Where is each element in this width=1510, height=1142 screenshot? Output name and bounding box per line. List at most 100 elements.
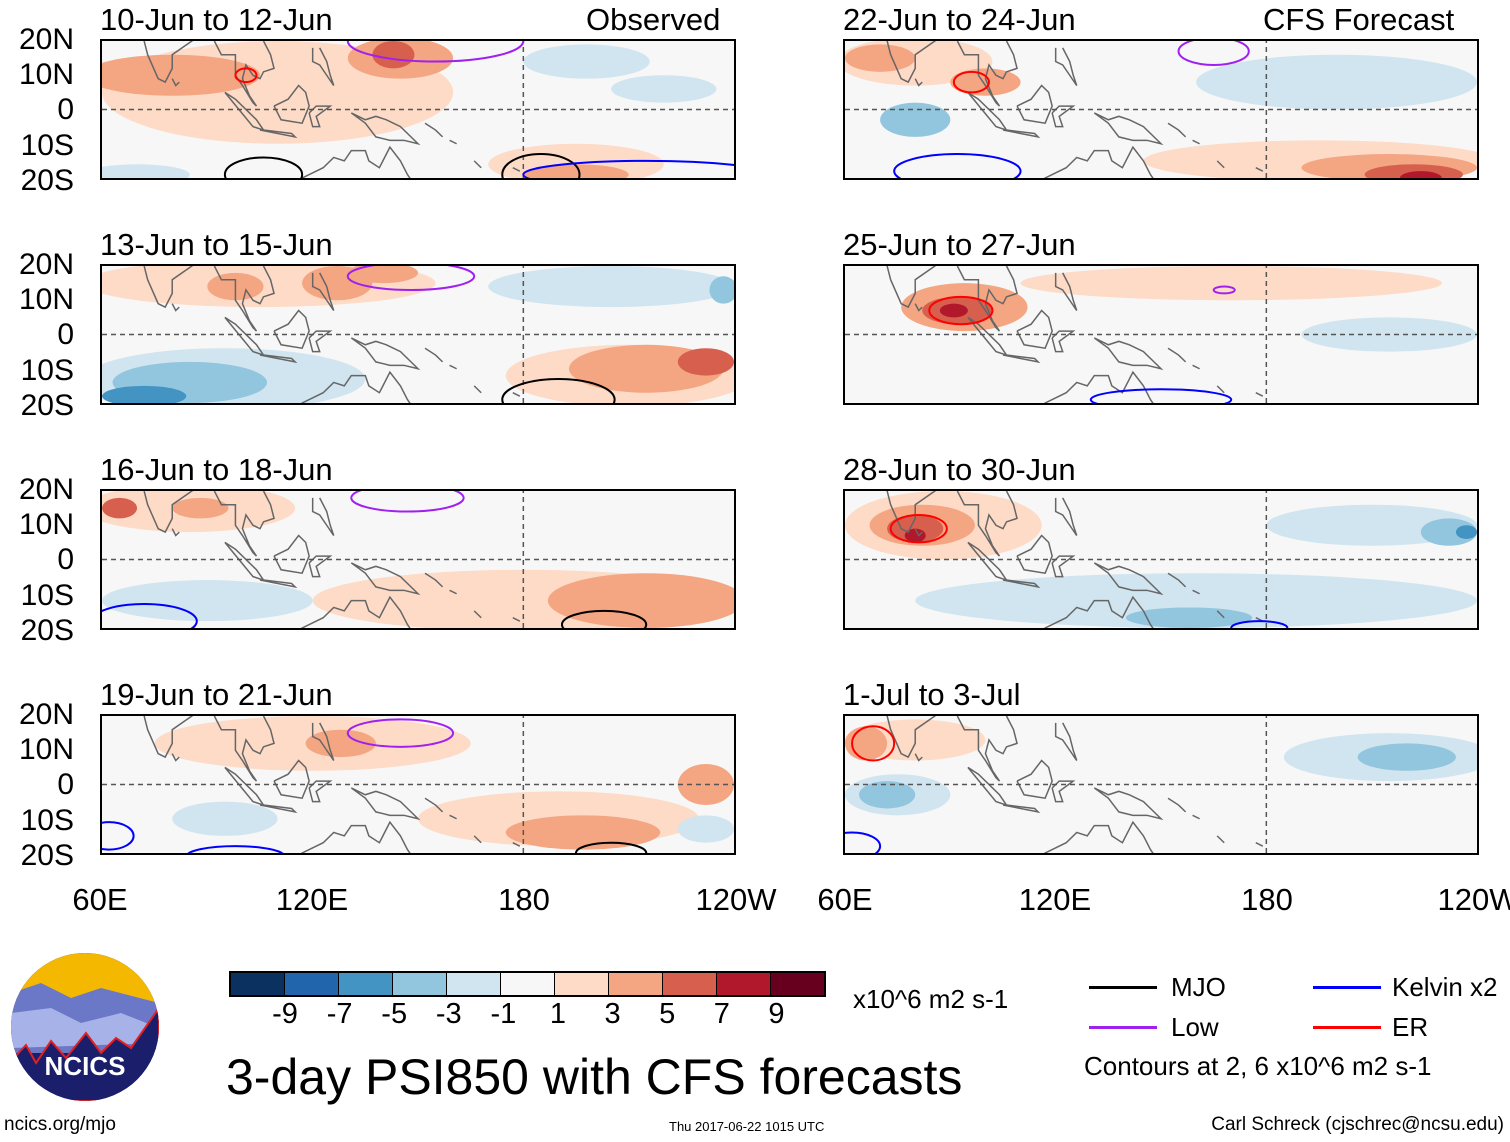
coastline (1056, 498, 1077, 536)
coastline (1052, 331, 1073, 352)
anomaly-region (347, 266, 418, 284)
coastline (474, 386, 481, 393)
contour-er (929, 297, 992, 324)
coastline (144, 716, 197, 757)
observed-label: Observed (586, 2, 721, 37)
map-panel (843, 264, 1479, 405)
coastline (1168, 798, 1186, 812)
coastline (1094, 563, 1161, 594)
coastline (450, 365, 457, 368)
anomaly-region (305, 729, 376, 758)
coastline (474, 161, 481, 168)
coastline (513, 843, 520, 846)
coastline (292, 597, 415, 628)
coastline (260, 580, 295, 587)
coastline (292, 822, 415, 853)
coastline (172, 304, 179, 311)
coastline (1035, 822, 1158, 853)
coastline (1168, 348, 1186, 362)
coastline (957, 266, 1017, 331)
lon-label: 180 (498, 882, 550, 917)
coastline (225, 542, 264, 580)
coastline (425, 573, 443, 587)
lat-label: 0 (57, 318, 74, 352)
anomaly-region (1455, 525, 1477, 539)
coastline (214, 266, 274, 331)
coastline (1017, 536, 1052, 574)
colorbar-tick: -7 (326, 998, 353, 1030)
logo-text: NCICS (44, 1051, 126, 1081)
lon-label: 120E (275, 882, 349, 917)
coastline (313, 48, 334, 86)
anomaly-region (172, 497, 229, 519)
contour-mjo (576, 843, 646, 853)
coastline (1256, 843, 1263, 846)
coastline (172, 754, 179, 761)
colorbar-tick: 9 (768, 998, 785, 1030)
coastline (260, 805, 295, 812)
colorbar-swatch (501, 973, 555, 995)
lon-label: 120E (1018, 882, 1092, 917)
coastline (513, 618, 520, 621)
coastline (144, 266, 197, 307)
anomaly-region (1020, 266, 1442, 301)
contour-er (852, 726, 894, 760)
lat-label: 20S (20, 838, 74, 872)
panel-title: 16-Jun to 18-Jun (100, 452, 333, 487)
colorbar-tick: -1 (490, 998, 517, 1030)
contour-note: Contours at 2, 6 x10^6 m2 s-1 (1084, 1051, 1432, 1081)
coastline (957, 41, 1017, 106)
coastline (214, 491, 274, 556)
coastline (1217, 161, 1224, 168)
anomaly-region (887, 514, 944, 543)
coastline (313, 273, 334, 311)
anomaly-region (102, 580, 313, 622)
anomaly-region (915, 573, 1477, 628)
coastline (1193, 365, 1200, 368)
lat-label: 10N (18, 733, 74, 767)
coastline (915, 304, 922, 311)
panel-title: 10-Jun to 12-Jun (100, 2, 333, 37)
lon-label: 120W (695, 882, 777, 917)
coastline (1003, 355, 1038, 362)
colorbar-swatch (717, 973, 771, 995)
coastline (968, 92, 1007, 130)
anomaly-region (677, 815, 734, 843)
anomaly-region (523, 164, 629, 178)
colorbar-swatch (285, 973, 339, 995)
panel-title: 19-Jun to 21-Jun (100, 677, 333, 712)
coastline (425, 348, 443, 362)
coastline (1035, 147, 1158, 178)
lat-label: 10S (20, 353, 74, 387)
coastline (1168, 123, 1186, 137)
anomaly-region (488, 266, 734, 308)
coastline (1056, 48, 1077, 86)
anomaly-region (547, 573, 734, 628)
anomaly-region (102, 54, 260, 96)
colorbar-swatch (447, 973, 501, 995)
coastline (1056, 723, 1077, 761)
legend-line-er (1313, 1026, 1381, 1029)
contour-kelvin (186, 846, 284, 853)
anomaly-region (505, 815, 661, 850)
coastline (1035, 372, 1158, 403)
legend-line-low (1089, 1026, 1157, 1029)
colorbar-tick: -9 (272, 998, 298, 1030)
coastline (1017, 761, 1052, 799)
coastline (1094, 788, 1161, 819)
coastline (214, 41, 274, 106)
lon-label: 180 (1241, 882, 1293, 917)
coastline (513, 393, 520, 396)
legend-line-mjo (1089, 986, 1157, 989)
coastline (172, 529, 179, 536)
anomaly-region (950, 68, 1021, 96)
coastline (351, 788, 418, 819)
anomaly-region (1420, 518, 1477, 546)
colorbar-tick: 1 (549, 998, 567, 1030)
coastline (309, 556, 330, 577)
coastline (1094, 338, 1161, 369)
panel-title: 28-Jun to 30-Jun (843, 452, 1076, 487)
anomaly-region (1399, 171, 1442, 178)
footer-url[interactable]: ncics.org/mjo (4, 1114, 116, 1135)
colorbar-swatch (555, 973, 609, 995)
